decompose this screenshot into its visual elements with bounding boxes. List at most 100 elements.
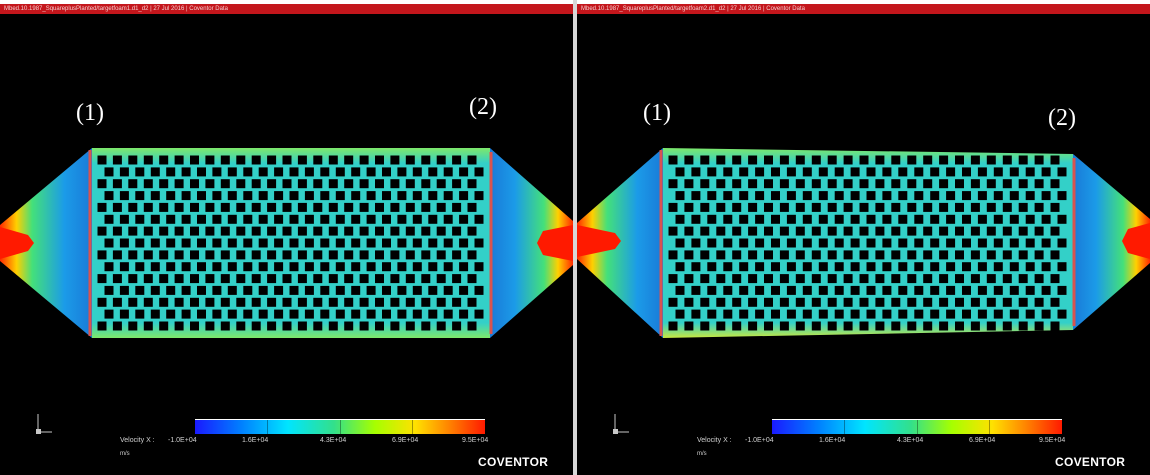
pillar — [313, 179, 323, 189]
pillar — [802, 238, 812, 248]
pillar — [1009, 167, 1019, 177]
pillar — [827, 297, 837, 307]
pillar — [850, 262, 860, 272]
pillar — [866, 309, 876, 319]
pillar — [181, 309, 191, 319]
pillar — [467, 226, 477, 236]
pillar — [675, 309, 685, 319]
pillar — [786, 191, 796, 201]
pillar — [159, 179, 169, 189]
pillar — [716, 179, 726, 189]
pillar — [684, 202, 694, 212]
pillar — [1034, 179, 1044, 189]
pillar — [174, 274, 184, 284]
pillar — [428, 191, 438, 201]
pillar — [811, 155, 821, 165]
pillar — [119, 191, 129, 201]
pillar — [755, 167, 765, 177]
pillar — [119, 285, 129, 295]
pillar — [335, 238, 345, 248]
pillar — [986, 297, 996, 307]
pillar — [779, 179, 789, 189]
pillar — [181, 214, 191, 224]
pillar — [143, 250, 153, 260]
pillar — [891, 297, 901, 307]
pillar — [227, 167, 237, 177]
pillar — [181, 285, 191, 295]
pillar — [779, 274, 789, 284]
pillar — [443, 214, 453, 224]
window-title: Mbed.10.1987_SquareplusPlanted/targetfoa… — [4, 6, 228, 12]
pillar — [739, 167, 749, 177]
pillar — [405, 274, 415, 284]
pillar — [304, 262, 314, 272]
pillar — [320, 238, 330, 248]
window-title: Mbed.10.1987_SquareplusPlanted/targetfoa… — [581, 6, 805, 12]
pillar — [732, 226, 742, 236]
pillar — [843, 179, 853, 189]
pillar — [166, 285, 176, 295]
pillar — [1057, 309, 1067, 319]
outlet-manifold — [490, 148, 573, 338]
pillar — [443, 238, 453, 248]
pillar — [328, 297, 338, 307]
pillar — [898, 214, 908, 224]
pillar — [452, 202, 462, 212]
pillar — [802, 309, 812, 319]
pillar — [436, 250, 446, 260]
pillar — [443, 262, 453, 272]
pillar — [405, 250, 415, 260]
pillar — [739, 309, 749, 319]
colorbar-tick-label: 4.3E+04 — [320, 437, 347, 444]
pillar — [811, 202, 821, 212]
pillar — [739, 285, 749, 295]
pillar — [205, 179, 215, 189]
pillar — [112, 250, 122, 260]
pillar — [930, 262, 940, 272]
pillar — [1009, 238, 1019, 248]
pillar — [716, 274, 726, 284]
pillar — [467, 321, 477, 331]
pillar — [723, 214, 733, 224]
pillar — [282, 321, 292, 331]
pillar — [274, 191, 284, 201]
pillar — [1009, 191, 1019, 201]
pillar — [436, 274, 446, 284]
pillar — [452, 321, 462, 331]
pillar — [907, 226, 917, 236]
pillar — [771, 262, 780, 272]
legend-unit: m/s — [120, 451, 130, 457]
pillar — [1050, 274, 1060, 284]
pillar — [1002, 250, 1012, 260]
pillar — [668, 226, 678, 236]
colorbar-tick-label: -1.0E+04 — [745, 437, 774, 444]
pillar — [267, 321, 277, 331]
pillar — [104, 214, 114, 224]
pillar — [914, 238, 924, 248]
pillar — [1057, 238, 1067, 248]
pillar — [181, 262, 191, 272]
pillar — [850, 238, 860, 248]
pillar — [962, 309, 971, 319]
inlet-manifold — [0, 148, 92, 338]
pillar — [923, 226, 933, 236]
pillar — [993, 191, 1003, 201]
pillar — [135, 191, 145, 201]
pillar — [289, 262, 299, 272]
pillar — [328, 274, 338, 284]
pillar — [970, 155, 980, 165]
pillar — [700, 179, 710, 189]
pillar — [955, 274, 964, 284]
pillar — [970, 274, 980, 284]
pillar — [459, 214, 469, 224]
pillar — [212, 285, 222, 295]
pillar — [827, 155, 837, 165]
pillar — [282, 297, 292, 307]
pillar — [258, 167, 268, 177]
simulation-panel-left: Mbed.10.1987_SquareplusPlanted/targetfoa… — [0, 4, 573, 475]
pillar — [1009, 214, 1019, 224]
pillar — [779, 297, 789, 307]
pillar — [128, 226, 138, 236]
pillar — [436, 155, 446, 165]
pillar — [159, 226, 169, 236]
